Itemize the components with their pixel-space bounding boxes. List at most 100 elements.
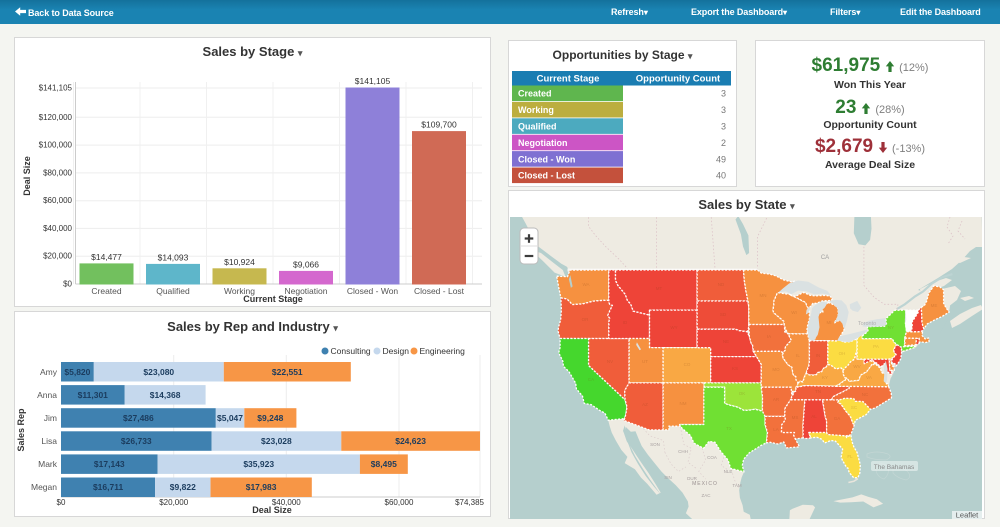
svg-text:KY: KY — [822, 375, 828, 380]
svg-text:TN: TN — [815, 389, 821, 394]
svg-text:Amy: Amy — [40, 367, 58, 377]
svg-text:Negotiation: Negotiation — [284, 286, 327, 296]
svg-text:$0: $0 — [63, 280, 72, 289]
svg-text:NLE: NLE — [724, 469, 733, 474]
svg-text:IL: IL — [796, 353, 800, 358]
svg-text:PA: PA — [873, 344, 879, 349]
svg-text:Closed - Won: Closed - Won — [518, 154, 575, 164]
svg-text:CO: CO — [684, 362, 691, 367]
svg-text:$24,623: $24,623 — [395, 436, 426, 446]
svg-text:$35,923: $35,923 — [243, 459, 274, 469]
svg-text:OH: OH — [839, 351, 846, 356]
svg-text:$17,983: $17,983 — [246, 482, 277, 492]
svg-text:The Bahamas: The Bahamas — [874, 464, 915, 471]
svg-text:CA: CA — [821, 255, 829, 261]
svg-text:OR: OR — [582, 317, 590, 322]
svg-text:Deal Size: Deal Size — [252, 505, 292, 515]
svg-text:$100,000: $100,000 — [39, 141, 73, 150]
svg-text:AZ: AZ — [642, 402, 648, 407]
svg-text:Jim: Jim — [44, 413, 57, 423]
svg-text:Negotiation: Negotiation — [518, 138, 568, 148]
svg-text:WY: WY — [670, 325, 677, 330]
svg-text:CA: CA — [588, 377, 594, 382]
svg-text:Lisa: Lisa — [41, 436, 57, 446]
svg-text:Consulting: Consulting — [331, 346, 371, 356]
svg-text:$9,066: $9,066 — [293, 259, 319, 269]
svg-text:AR: AR — [773, 397, 780, 402]
svg-text:3: 3 — [721, 122, 726, 132]
svg-text:NY: NY — [888, 325, 894, 330]
svg-text:$9,822: $9,822 — [170, 482, 196, 492]
svg-text:Current Stage: Current Stage — [243, 294, 303, 304]
svg-text:$14,093: $14,093 — [158, 252, 189, 262]
svg-text:2: 2 — [721, 138, 726, 148]
svg-text:$11,301: $11,301 — [78, 390, 109, 400]
svg-text:$14,368: $14,368 — [150, 390, 181, 400]
svg-text:UT: UT — [642, 359, 648, 364]
svg-text:$26,733: $26,733 — [121, 436, 152, 446]
svg-text:WV: WV — [853, 364, 860, 369]
svg-text:DUR: DUR — [687, 476, 697, 481]
svg-text:$9,248: $9,248 — [257, 413, 283, 423]
svg-text:NM: NM — [680, 401, 687, 406]
svg-text:COA: COA — [707, 455, 717, 460]
svg-text:$80,000: $80,000 — [43, 168, 72, 177]
svg-text:WI: WI — [791, 310, 797, 315]
svg-text:MEXICO: MEXICO — [692, 481, 718, 487]
svg-text:LA: LA — [773, 427, 779, 432]
svg-text:IA: IA — [767, 334, 771, 339]
svg-text:MN: MN — [760, 293, 767, 298]
svg-text:$60,000: $60,000 — [385, 498, 414, 507]
svg-text:FL: FL — [847, 454, 853, 459]
svg-text:MT: MT — [656, 286, 663, 291]
svg-text:Current Stage: Current Stage — [537, 74, 600, 85]
svg-text:Toronto: Toronto — [858, 321, 876, 327]
svg-text:$141,105: $141,105 — [355, 76, 391, 86]
svg-text:MI: MI — [827, 320, 832, 325]
svg-text:SON: SON — [650, 442, 660, 447]
svg-text:ND: ND — [718, 282, 725, 287]
svg-text:Closed - Lost: Closed - Lost — [414, 286, 465, 296]
svg-text:SC: SC — [851, 405, 858, 410]
svg-text:WA: WA — [582, 282, 589, 287]
svg-text:Opportunity Count: Opportunity Count — [636, 74, 721, 85]
svg-text:Leaflet: Leaflet — [956, 511, 979, 520]
svg-text:MS: MS — [792, 415, 799, 420]
svg-text:$20,000: $20,000 — [43, 252, 72, 261]
svg-text:Megan: Megan — [31, 482, 57, 492]
svg-text:$27,486: $27,486 — [123, 413, 154, 423]
svg-text:ME: ME — [931, 303, 938, 308]
svg-text:Mark: Mark — [38, 459, 58, 469]
svg-text:$14,477: $14,477 — [91, 252, 122, 262]
svg-text:TX: TX — [726, 426, 732, 431]
svg-text:Sales Rep: Sales Rep — [16, 408, 26, 452]
svg-text:GA: GA — [834, 416, 841, 421]
svg-text:$74,385: $74,385 — [455, 498, 484, 507]
svg-text:$141,105: $141,105 — [39, 84, 73, 93]
svg-text:$16,711: $16,711 — [93, 482, 124, 492]
svg-text:ZAC: ZAC — [702, 493, 712, 498]
svg-text:$23,080: $23,080 — [143, 367, 174, 377]
svg-text:Engineering: Engineering — [420, 346, 466, 356]
svg-text:$20,000: $20,000 — [159, 498, 188, 507]
svg-text:AL: AL — [811, 414, 817, 419]
svg-text:$10,924: $10,924 — [224, 257, 255, 267]
svg-text:$23,028: $23,028 — [261, 436, 292, 446]
svg-text:$0: $0 — [57, 498, 66, 507]
svg-text:40: 40 — [716, 171, 726, 181]
svg-text:Created: Created — [91, 286, 122, 296]
svg-text:SD: SD — [720, 312, 727, 317]
svg-text:3: 3 — [721, 89, 726, 99]
svg-text:Deal Size: Deal Size — [22, 156, 32, 196]
svg-text:$120,000: $120,000 — [39, 113, 73, 122]
svg-text:NV: NV — [607, 359, 613, 364]
svg-text:$109,700: $109,700 — [421, 120, 457, 130]
svg-text:3: 3 — [721, 105, 726, 115]
svg-text:$60,000: $60,000 — [43, 196, 72, 205]
svg-text:$5,820: $5,820 — [64, 367, 90, 377]
svg-text:$8,495: $8,495 — [371, 459, 397, 469]
svg-text:$40,000: $40,000 — [43, 224, 72, 233]
svg-text:SIN: SIN — [664, 475, 672, 480]
svg-text:Created: Created — [518, 89, 552, 99]
svg-text:VA: VA — [866, 375, 872, 380]
